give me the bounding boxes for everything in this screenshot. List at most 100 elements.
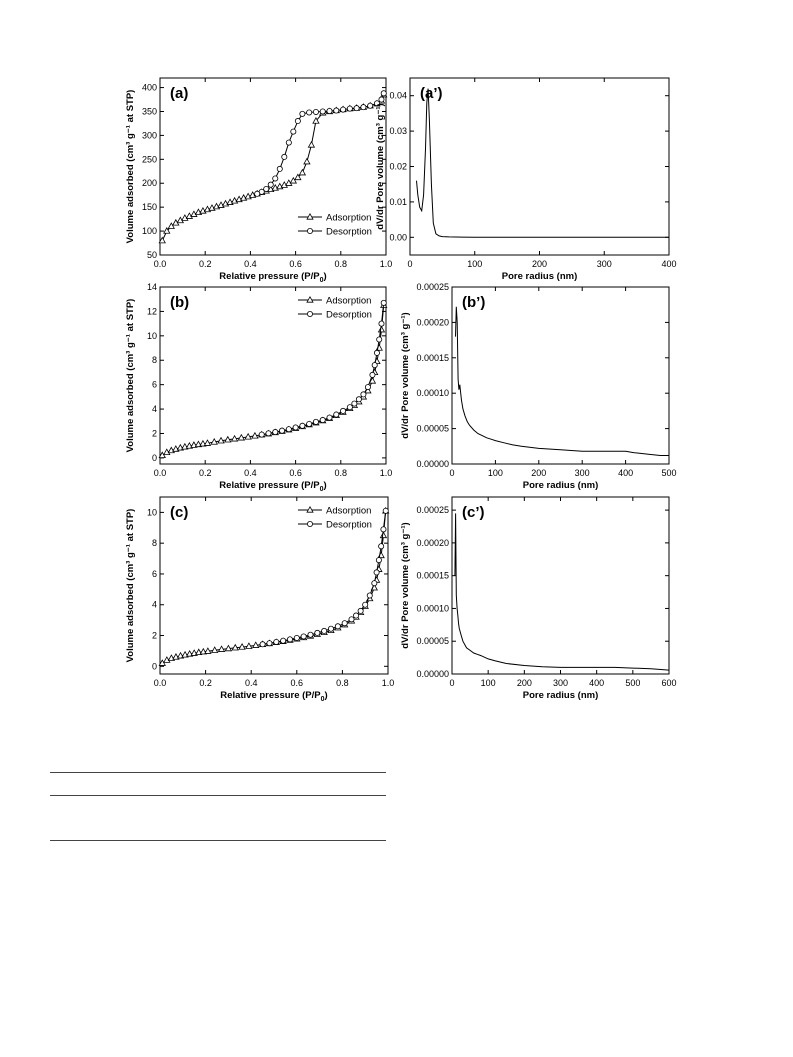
y-tick-label: 0.02 — [389, 162, 407, 172]
data-point-desorption — [333, 107, 340, 114]
x-tick-label: 200 — [517, 678, 532, 688]
x-tick-label: 0.8 — [335, 468, 348, 478]
y-tick-label: 0.00020 — [416, 317, 449, 327]
data-point-adsorption — [237, 433, 246, 441]
x-tick-label: 300 — [597, 259, 612, 269]
data-point-desorption — [321, 627, 328, 634]
legend-marker-triangle — [306, 212, 314, 220]
data-point-desorption — [373, 100, 380, 107]
data-point-adsorption — [211, 646, 219, 653]
data-point-desorption — [319, 108, 326, 115]
data-point-desorption — [319, 417, 326, 424]
y-axis-label: Volume adsorbed (cm³ g⁻¹ at STP) — [125, 299, 136, 453]
y-tick-label: 0.00025 — [416, 505, 449, 515]
data-point-desorption — [373, 349, 380, 356]
y-tick-label: 4 — [152, 600, 157, 610]
data-point-desorption — [272, 429, 279, 436]
data-point-desorption — [259, 641, 266, 648]
plot-frame — [451, 286, 670, 465]
data-point-adsorption — [204, 647, 212, 654]
data-point-desorption — [334, 623, 341, 630]
plot-frame — [159, 496, 389, 675]
y-axis-label: dV/dr Pore volume (cm³ g⁻¹) — [400, 312, 411, 438]
x-tick-label: 0.2 — [199, 259, 212, 269]
series-line-desorption — [262, 510, 387, 645]
data-point-adsorption — [377, 325, 386, 333]
data-point-adsorption — [224, 435, 232, 443]
y-tick-label: 200 — [142, 178, 157, 188]
data-point-adsorption — [294, 173, 302, 181]
data-point-adsorption — [238, 643, 246, 650]
data-point-adsorption — [224, 644, 233, 652]
data-point-desorption — [382, 507, 389, 514]
data-point-desorption — [333, 411, 340, 418]
data-point-adsorption — [379, 531, 388, 539]
data-point-desorption — [369, 371, 376, 378]
data-point-desorption — [375, 557, 382, 564]
data-point-adsorption — [252, 641, 260, 648]
chart-panel-c: 0.0 0.2 0.4 0.6 0.8 1.0 0 2 4 6 8 10 Relative pressu… — [125, 496, 394, 703]
table-rule-top — [50, 772, 386, 773]
plot-frame — [451, 496, 670, 675]
data-point-desorption — [364, 384, 371, 391]
y-axis-label: dV/dr Pore volume (cm³ g⁻¹) — [375, 103, 386, 229]
legend-entry: Desorption — [326, 520, 372, 531]
panel-title: (a’) — [420, 85, 443, 102]
y-tick-label: 2 — [152, 631, 157, 641]
x-tick-label: 0.8 — [336, 678, 349, 688]
data-point-desorption — [353, 105, 360, 112]
x-tick-label: 100 — [481, 678, 496, 688]
legend-marker-circle — [306, 227, 313, 234]
data-point-desorption — [327, 625, 334, 632]
x-axis-label: Relative pressure (P/P0) — [219, 480, 326, 493]
data-point-desorption — [254, 190, 261, 197]
data-point-desorption — [371, 362, 378, 369]
data-point-adsorption — [163, 227, 171, 234]
x-tick-label: 0.0 — [154, 468, 167, 478]
x-tick-label: 0.0 — [154, 678, 167, 688]
y-tick-label: 0.01 — [389, 197, 407, 207]
data-point-adsorption — [245, 642, 253, 649]
series-line — [454, 513, 670, 671]
x-tick-label: 0.2 — [199, 678, 212, 688]
x-tick-label: 1.0 — [380, 468, 393, 478]
x-tick-label: 1.0 — [380, 259, 393, 269]
x-tick-label: 0.4 — [244, 468, 257, 478]
data-point-desorption — [292, 424, 299, 431]
plot-frame — [159, 77, 387, 256]
table-rule-middle — [50, 795, 386, 796]
y-tick-label: 350 — [142, 106, 157, 116]
y-axis-label: dV/dr Pore volume (cm³ g⁻¹) — [400, 522, 411, 648]
legend-entry: Desorption — [326, 227, 372, 238]
panel-title: (a) — [170, 85, 188, 102]
x-tick-label: 100 — [467, 259, 482, 269]
data-point-desorption — [371, 580, 378, 587]
x-axis-label: Relative pressure (P/P0) — [220, 690, 327, 703]
data-point-desorption — [312, 418, 319, 425]
data-point-desorption — [299, 422, 306, 429]
data-point-desorption — [367, 102, 374, 109]
data-point-desorption — [279, 427, 286, 434]
y-tick-label: 10 — [147, 507, 157, 517]
data-point-desorption — [366, 592, 373, 599]
chart-panel-b-prime: 0 100 200 300 400 500 0.00000 0.00005 0.00010 0.0… — [400, 282, 677, 491]
plot-frame — [159, 286, 387, 465]
data-point-desorption — [378, 320, 385, 327]
x-tick-label: 300 — [553, 678, 568, 688]
x-tick-label: 0.6 — [289, 468, 302, 478]
x-tick-label: 100 — [488, 468, 503, 478]
x-axis-label: Pore radius (nm) — [502, 271, 578, 282]
series-line — [455, 306, 669, 456]
legend-entry: Adsorption — [326, 296, 371, 307]
legend-entry: Desorption — [326, 310, 372, 321]
data-point-desorption — [314, 629, 321, 636]
data-point-desorption — [340, 106, 347, 113]
data-point-desorption — [340, 407, 347, 414]
data-point-desorption — [348, 616, 355, 623]
y-axis-label: Volume adsorbed (cm³ g⁻¹ at STP) — [125, 90, 136, 244]
data-point-desorption — [378, 543, 385, 550]
y-tick-label: 0.00025 — [416, 282, 449, 292]
data-point-desorption — [351, 400, 358, 407]
y-tick-label: 0.00000 — [416, 459, 449, 469]
